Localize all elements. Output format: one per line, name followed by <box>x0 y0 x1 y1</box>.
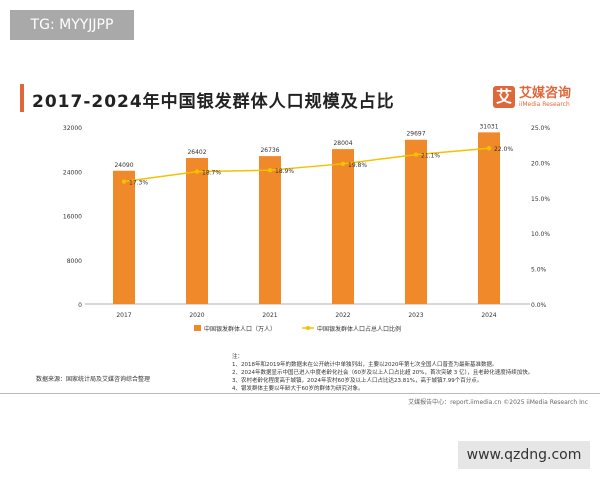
legend-line-label: 中国银发群体人口占总人口比例 <box>317 325 401 333</box>
bar <box>113 170 135 304</box>
bar <box>332 149 354 304</box>
line-label: 19.8% <box>348 162 367 169</box>
footer: 艾媒报告中心：report.iimedia.cn ©2025 iiMedia R… <box>408 399 588 406</box>
x-tick: 2020 <box>189 312 204 319</box>
legend-bar-label: 中国银发群体人口（万人） <box>204 325 276 333</box>
watermark-bottom: www.qzdng.com <box>458 441 590 469</box>
bar-label: 24090 <box>114 162 133 169</box>
y-left-tick: 8000 <box>67 258 82 265</box>
logo-mark: 艾 <box>493 86 515 108</box>
bar-label: 26402 <box>187 149 206 156</box>
divider <box>0 393 600 394</box>
y-left-tick: 16000 <box>63 214 82 221</box>
x-tick: 2022 <box>335 312 350 319</box>
line-point <box>194 169 200 174</box>
bar-label: 26736 <box>260 147 279 154</box>
line-label: 17.3% <box>129 180 148 187</box>
y-left-tick: 24000 <box>63 169 82 176</box>
source-note: 数据来源：国家统计局及艾媒咨询综合整理 <box>36 376 151 383</box>
line-point <box>486 146 492 151</box>
line-label: 22.0% <box>494 146 513 153</box>
line-label: 18.9% <box>275 168 294 175</box>
y-right-tick: 15.0% <box>531 196 550 203</box>
bar-label: 28004 <box>333 140 352 147</box>
line-point <box>340 161 346 167</box>
line-label: 21.1% <box>421 153 440 160</box>
y-right-tick: 5.0% <box>531 267 547 274</box>
note-line: 注： <box>232 354 244 360</box>
page-title: 2017-2024年中国银发群体人口规模及占比 <box>32 92 395 112</box>
line-point <box>121 179 127 184</box>
x-tick: 2024 <box>481 312 496 319</box>
legend-bar-swatch <box>194 325 201 331</box>
note-line: 2、2024年数据显示中国已进入中度老龄化社会（60岁及以上人口占比超 20%，… <box>232 370 534 376</box>
bar <box>405 139 427 304</box>
line-point <box>413 152 419 157</box>
line-series <box>123 147 490 183</box>
y-right-tick: 10.0% <box>531 231 550 238</box>
y-right-tick: 0.0% <box>531 302 547 309</box>
notes: 注： 1、2018年和2019年的数据未在公开统计中单独列出，主要以2020年第… <box>232 353 533 393</box>
note-line: 3、农村老龄化程度高于城镇，2024年农村60岁及以上人口占比达23.81%，高… <box>232 378 483 384</box>
y-right-tick: 25.0% <box>531 125 550 132</box>
bar-label: 31031 <box>479 123 498 130</box>
x-tick: 2021 <box>262 312 277 319</box>
y-left-tick: 0 <box>78 302 82 309</box>
bar <box>478 132 500 304</box>
y-right-tick: 20.0% <box>531 160 550 167</box>
watermark-top: TG: MYYJJPP <box>10 10 134 40</box>
bar-label: 29697 <box>406 131 425 138</box>
line-label: 18.7% <box>202 170 221 177</box>
title-accent <box>20 84 24 112</box>
bar <box>186 157 208 304</box>
note-line: 4、银发群体主要以年龄大于60岁的群体为研究对象。 <box>232 386 364 392</box>
line-point <box>267 167 273 173</box>
bar <box>259 156 281 304</box>
logo-name: 艾媒咨询 <box>519 85 572 101</box>
logo: 艾 艾媒咨询 iiMedia Research <box>493 86 571 108</box>
note-line: 1、2018年和2019年的数据未在公开统计中单独列出，主要以2020年第七次全… <box>232 362 498 368</box>
y-left-tick: 32000 <box>63 125 82 132</box>
x-tick: 2023 <box>408 312 423 319</box>
x-tick: 2017 <box>116 312 131 319</box>
logo-sub: iiMedia Research <box>519 100 570 108</box>
legend-line-marker <box>306 326 310 330</box>
